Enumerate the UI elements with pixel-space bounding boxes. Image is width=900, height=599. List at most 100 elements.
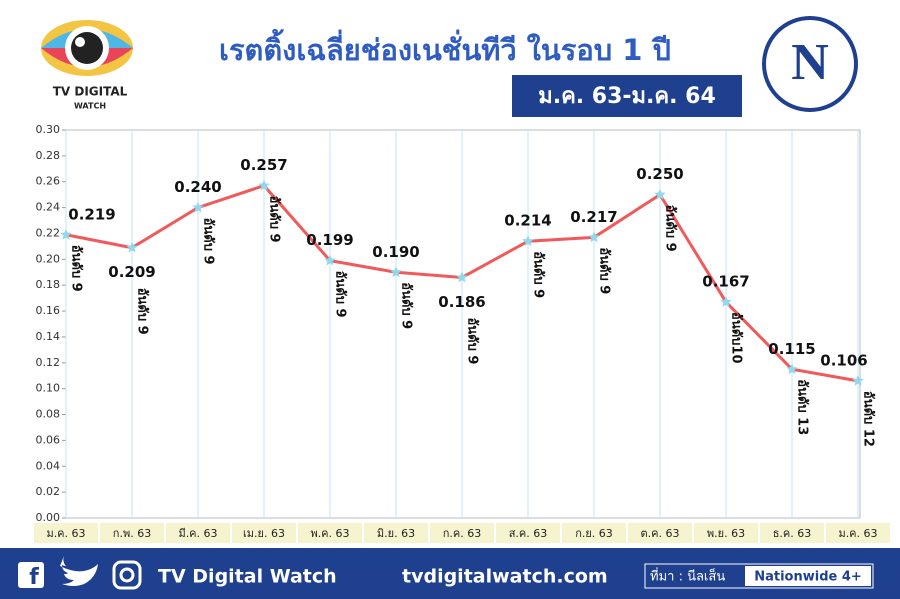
- x-tick-label: ก.ค. 63: [443, 527, 482, 540]
- rank-label: อันดับ 9: [267, 196, 282, 243]
- logo: [41, 20, 133, 76]
- footer-audience: Nationwide 4+: [754, 570, 862, 585]
- twitter-icon: [60, 556, 98, 586]
- y-tick-label: 0.02: [36, 485, 61, 498]
- y-tick-label: 0.20: [36, 252, 61, 265]
- value-label: 0.106: [820, 351, 867, 369]
- marker: [456, 271, 468, 283]
- value-label: 0.115: [768, 340, 815, 358]
- rank-label: อันดับ 9: [531, 251, 546, 298]
- rank-label: อันดับ 9: [465, 317, 480, 364]
- x-tick-box: [34, 523, 98, 543]
- y-tick-label: 0.14: [36, 330, 61, 343]
- logo-text: TV DIGITAL: [53, 85, 128, 99]
- x-tick-label: พ.ย. 63: [707, 527, 745, 540]
- y-tick-label: 0.16: [36, 304, 61, 317]
- x-tick-box: [562, 523, 626, 543]
- y-tick-label: 0.08: [36, 408, 61, 421]
- facebook-glyph: f: [29, 565, 39, 590]
- marker: [258, 179, 270, 191]
- y-tick-label: 0.22: [36, 226, 61, 239]
- footer-website: tvdigitalwatch.com: [402, 566, 608, 588]
- x-tick-label: ม.ค. 63: [46, 527, 85, 540]
- value-label: 0.186: [438, 293, 485, 311]
- x-tick-label: เม.ย. 63: [243, 527, 285, 540]
- rank-label: อันดับ10: [729, 312, 744, 363]
- y-tick-label: 0.26: [36, 175, 61, 188]
- y-tick-label: 0.10: [36, 382, 61, 395]
- x-tick-box: [232, 523, 296, 543]
- marker: [852, 374, 864, 386]
- marker: [324, 254, 336, 266]
- value-label: 0.199: [306, 231, 353, 249]
- x-tick-box: [430, 523, 494, 543]
- rank-label: อันดับ 9: [201, 218, 216, 265]
- rank-label: อันดับ 9: [135, 288, 150, 335]
- rank-label: อันดับ 13: [795, 379, 810, 435]
- y-tick-label: 0.12: [36, 356, 61, 369]
- marker: [522, 235, 534, 247]
- marker: [654, 188, 666, 200]
- x-tick-box: [298, 523, 362, 543]
- y-tick-label: 0.28: [36, 149, 61, 162]
- footer-brand: TV Digital Watch: [158, 566, 337, 588]
- x-tick-box: [694, 523, 758, 543]
- value-label: 0.209: [108, 263, 155, 281]
- x-tick-label: มี.ค. 63: [178, 527, 217, 540]
- marker: [588, 231, 600, 243]
- y-tick-label: 0.04: [36, 459, 61, 472]
- x-tick-box: [496, 523, 560, 543]
- value-label: 0.217: [570, 208, 617, 226]
- y-tick-label: 0.24: [36, 201, 61, 214]
- marker: [720, 296, 732, 307]
- marker: [126, 241, 138, 253]
- x-tick-label: พ.ค. 63: [310, 527, 349, 540]
- chart-title: เรตติ้งเฉลี่ยช่องเนชั่นทีวี ในรอบ 1 ปี: [219, 28, 671, 67]
- instagram-icon: [112, 560, 142, 590]
- value-label: 0.190: [372, 243, 419, 261]
- chart-subtitle: ม.ค. 63-ม.ค. 64: [538, 84, 716, 109]
- value-label: 0.240: [174, 178, 221, 196]
- rank-label: อันดับ 9: [399, 282, 414, 329]
- x-tick-box: [364, 523, 428, 543]
- instagram-lens: [119, 567, 135, 583]
- x-tick-label: มิ.ย. 63: [377, 527, 415, 540]
- x-tick-label: ส.ค. 63: [509, 527, 548, 540]
- logo-text: WATCH: [74, 102, 106, 111]
- facebook-icon: [18, 562, 44, 588]
- x-tick-box: [100, 523, 164, 543]
- value-label: 0.257: [240, 156, 287, 174]
- audience-box: [745, 566, 871, 586]
- marker: [786, 363, 798, 375]
- x-tick-box: [628, 523, 692, 543]
- x-tick-label: ม.ค. 63: [838, 527, 877, 540]
- x-tick-label: ก.พ. 63: [113, 527, 151, 540]
- value-label: 0.214: [504, 212, 551, 230]
- badge: [762, 16, 858, 112]
- x-tick-box: [826, 523, 890, 543]
- marker: [60, 228, 72, 240]
- rank-label: อันดับ 9: [663, 205, 678, 252]
- x-tick-label: ก.ย. 63: [575, 527, 613, 540]
- x-tick-box: [166, 523, 230, 543]
- value-label: 0.250: [636, 165, 683, 183]
- marker: [192, 201, 204, 213]
- rank-label: อันดับ 12: [861, 391, 876, 447]
- rank-label: อันดับ 9: [333, 271, 348, 318]
- footer-source: ที่มา : นีลเส็น: [650, 567, 725, 585]
- x-tick-label: ธ.ค. 63: [773, 527, 812, 540]
- y-tick-label: 0.06: [36, 433, 61, 446]
- value-label: 0.219: [68, 205, 115, 223]
- rank-label: อันดับ 9: [69, 245, 84, 292]
- value-label: 0.167: [702, 273, 749, 291]
- y-tick-label: 0.30: [36, 123, 61, 136]
- x-tick-box: [760, 523, 824, 543]
- marker: [390, 266, 402, 278]
- y-tick-label: 0.18: [36, 278, 61, 291]
- x-tick-label: ต.ค. 63: [641, 527, 680, 540]
- y-tick-label: 0.00: [36, 511, 61, 524]
- rank-label: อันดับ 9: [597, 247, 612, 294]
- subtitle-box: [512, 75, 742, 117]
- source-box: [644, 563, 874, 589]
